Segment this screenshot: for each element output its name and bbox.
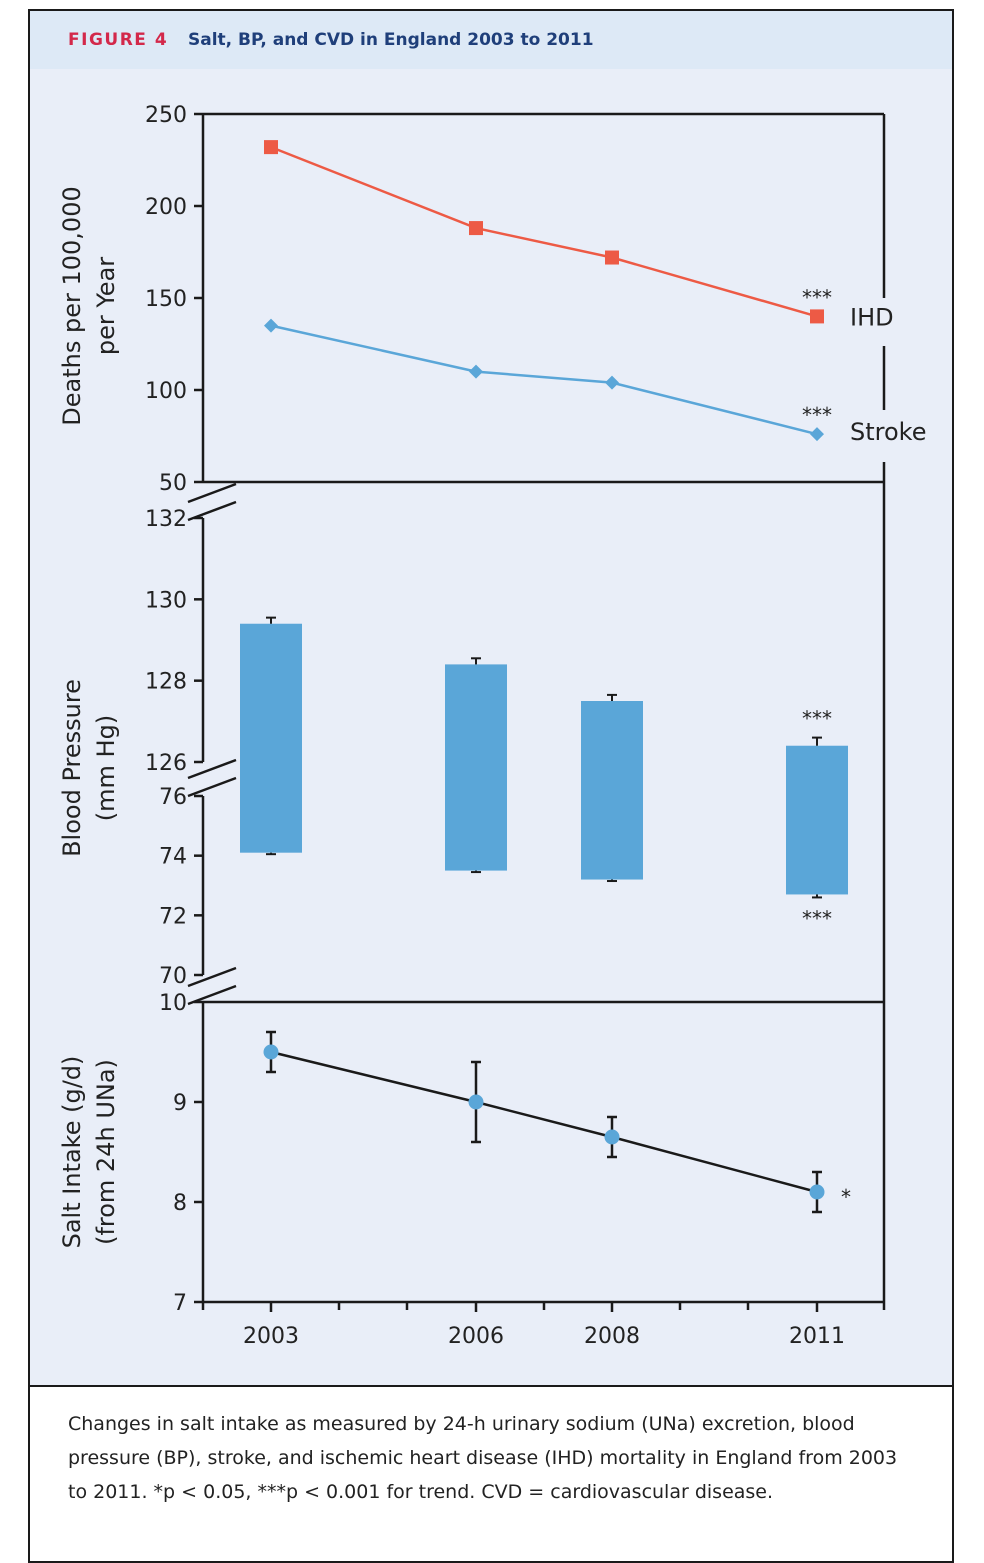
- xtick-label-2011: 2011: [789, 1324, 845, 1349]
- ihd-marker-2011: [810, 309, 824, 324]
- salt-line: [270, 1050, 818, 1194]
- ytick-salt-8-label: 8: [173, 1191, 187, 1216]
- ylabel-salt: Salt Intake (g/d) (from 24h UNa): [58, 1056, 120, 1249]
- ytick-bp-70-label: 70: [159, 964, 187, 989]
- salt-point-2008: [604, 1129, 620, 1145]
- salt-point-2006: [468, 1094, 484, 1110]
- ylabel-salt-line-1: (from 24h UNa): [92, 1059, 120, 1245]
- bp-bar-2011: [786, 745, 848, 895]
- ytick-bp-76-label: 76: [159, 785, 187, 810]
- ylabel-salt-line-0: Salt Intake (g/d): [58, 1056, 86, 1249]
- bp-bar-2006: [445, 664, 507, 871]
- stroke-marker-2011: [810, 427, 824, 442]
- bp-diastolic-significance: ***: [802, 906, 832, 930]
- ytick-mortality-200-label: 200: [145, 195, 187, 220]
- ihd-marker-2006: [469, 221, 483, 236]
- ytick-bp-74-label: 74: [159, 845, 187, 870]
- ytick-bp-130-label: 130: [145, 588, 187, 613]
- salt-point-2011: [809, 1184, 825, 1200]
- figure-label: FIGURE 4: [68, 30, 169, 50]
- stroke-series-label: Stroke: [850, 418, 926, 446]
- ytick-bp-132-label: 132: [145, 507, 187, 532]
- ytick-mortality-50-label: 50: [159, 471, 187, 496]
- ytick-salt-10-label: 10: [159, 991, 187, 1016]
- ytick-bp-72-label: 72: [159, 904, 187, 929]
- axis-break-3-a: [187, 966, 237, 988]
- stroke-marker-2003: [264, 318, 278, 333]
- ylabel-bp-line-1: (mm Hg): [92, 715, 120, 821]
- salt-point-2003: [263, 1044, 279, 1060]
- ihd-marker-2003: [264, 140, 278, 155]
- salt-significance: *: [841, 1185, 851, 1209]
- ytick-mortality-150-label: 150: [145, 287, 187, 312]
- ihd-significance: ***: [802, 285, 832, 309]
- figure-title: Salt, BP, and CVD in England 2003 to 201…: [188, 30, 594, 50]
- xtick-label-2003: 2003: [243, 1324, 299, 1349]
- figure-header: FIGURE 4 Salt, BP, and CVD in England 20…: [30, 11, 952, 69]
- xtick-label-2008: 2008: [584, 1324, 640, 1349]
- stroke-significance: ***: [802, 403, 832, 427]
- ihd-series-label: IHD: [850, 303, 894, 331]
- ylabel-bp-line-0: Blood Pressure: [58, 679, 86, 857]
- ihd-line: [270, 145, 818, 318]
- bp-systolic-significance: ***: [802, 707, 832, 731]
- ytick-bp-126-label: 126: [145, 751, 187, 776]
- ytick-mortality-250-label: 250: [145, 103, 187, 128]
- axis-break-1-a: [187, 482, 237, 504]
- ytick-mortality-100-label: 100: [145, 379, 187, 404]
- bp-bar-2008: [581, 701, 643, 880]
- axis-break-2-b: [187, 776, 237, 798]
- stroke-line: [270, 324, 818, 436]
- ytick-salt-9-label: 9: [173, 1091, 187, 1116]
- xtick-label-2006: 2006: [448, 1324, 504, 1349]
- ytick-salt-7-label: 7: [173, 1291, 187, 1316]
- stroke-marker-2006: [469, 364, 483, 379]
- ylabel-mortality-line-1: per Year: [92, 257, 120, 355]
- ytick-bp-128-label: 128: [145, 670, 187, 695]
- ylabel-bp: Blood Pressure (mm Hg): [58, 679, 120, 857]
- axis-break-2-a: [187, 758, 237, 780]
- bp-bar-2003: [240, 623, 302, 853]
- ylabel-mortality: Deaths per 100,000 per Year: [58, 186, 120, 425]
- ihd-marker-2008: [605, 250, 619, 265]
- ylabel-mortality-line-0: Deaths per 100,000: [58, 186, 86, 425]
- stroke-marker-2008: [605, 375, 619, 390]
- figure-caption: Changes in salt intake as measured by 24…: [68, 1413, 898, 1503]
- caption-divider: [30, 1385, 952, 1387]
